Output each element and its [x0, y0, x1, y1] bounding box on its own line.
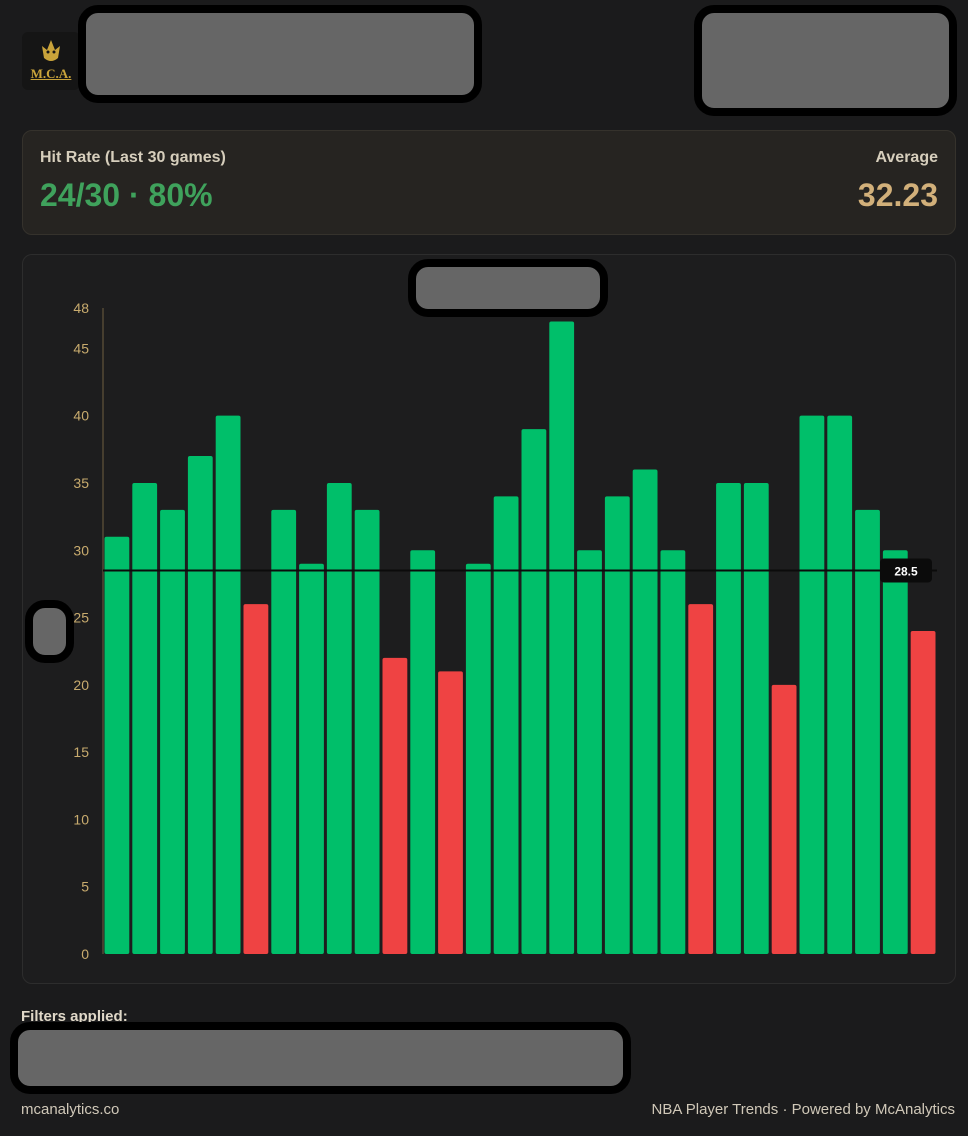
bar[interactable]: [410, 550, 436, 954]
threshold-label-bg: [880, 558, 932, 583]
bar[interactable]: [799, 415, 825, 954]
bar[interactable]: [660, 550, 686, 954]
redacted-title: [78, 5, 482, 103]
y-tick-label: 40: [73, 408, 89, 424]
hit-rate-value: 24/30 · 80%: [40, 177, 213, 213]
lion-icon: [42, 40, 60, 61]
bar[interactable]: [104, 536, 130, 954]
bar[interactable]: [132, 482, 158, 954]
chart-card: 0 5 10 15 20 25 30 35 40 45 48 28.5: [22, 254, 956, 984]
y-tick-label: 35: [73, 475, 89, 491]
bar[interactable]: [299, 563, 324, 954]
bar[interactable]: [577, 550, 602, 954]
bar[interactable]: [215, 415, 241, 954]
threshold-label: 28.5: [894, 564, 918, 578]
redacted-filters: [10, 1022, 631, 1094]
bar[interactable]: [549, 321, 575, 954]
bar[interactable]: [493, 496, 519, 954]
stats-panel: Hit Rate (Last 30 games) 24/30 · 80% Ave…: [22, 130, 956, 235]
average-value: 32.23: [857, 177, 938, 213]
bar[interactable]: [326, 482, 352, 954]
footer-credit: NBA Player Trends · Powered by McAnalyti…: [651, 1101, 955, 1118]
bar[interactable]: [271, 509, 297, 954]
bar[interactable]: [632, 469, 658, 955]
y-tick-label: 30: [73, 542, 89, 558]
y-tick-label: 0: [81, 946, 89, 962]
bar[interactable]: [882, 550, 908, 954]
bar[interactable]: [243, 604, 269, 954]
average-label: Average: [875, 149, 938, 166]
bar[interactable]: [354, 509, 380, 954]
bar[interactable]: [827, 415, 853, 954]
bar[interactable]: [743, 482, 769, 954]
bar[interactable]: [382, 657, 408, 954]
bar[interactable]: [465, 563, 491, 954]
bar[interactable]: [521, 429, 547, 954]
redacted-chart-title: [408, 259, 608, 317]
bar[interactable]: [771, 684, 797, 954]
bar[interactable]: [855, 509, 880, 954]
bar[interactable]: [688, 604, 714, 954]
bar[interactable]: [438, 671, 463, 954]
y-tick-label: 20: [73, 677, 89, 693]
bar[interactable]: [160, 509, 185, 954]
bar[interactable]: [910, 631, 936, 954]
bar[interactable]: [716, 482, 741, 954]
bar[interactable]: [187, 456, 213, 954]
hit-rate-label: Hit Rate (Last 30 games): [40, 149, 226, 166]
filters-label: Filters applied:: [21, 1008, 128, 1025]
y-tick-label: 25: [73, 610, 89, 626]
redacted-header-right: [694, 5, 957, 116]
y-tick-label: 15: [73, 744, 89, 760]
bar-chart: 0 5 10 15 20 25 30 35 40 45 48 28.5: [73, 300, 937, 962]
logo-text: M.C.A.: [30, 66, 72, 81]
y-tick-label: 45: [73, 340, 89, 356]
y-tick-label: 10: [73, 811, 89, 827]
y-tick-label: 5: [81, 879, 89, 895]
footer-site-link[interactable]: mcanalytics.co: [21, 1101, 120, 1118]
redacted-axis-label: [25, 600, 74, 663]
y-tick-label: 48: [73, 300, 89, 316]
bar[interactable]: [604, 496, 630, 954]
brand-logo: M.C.A.: [22, 32, 80, 90]
